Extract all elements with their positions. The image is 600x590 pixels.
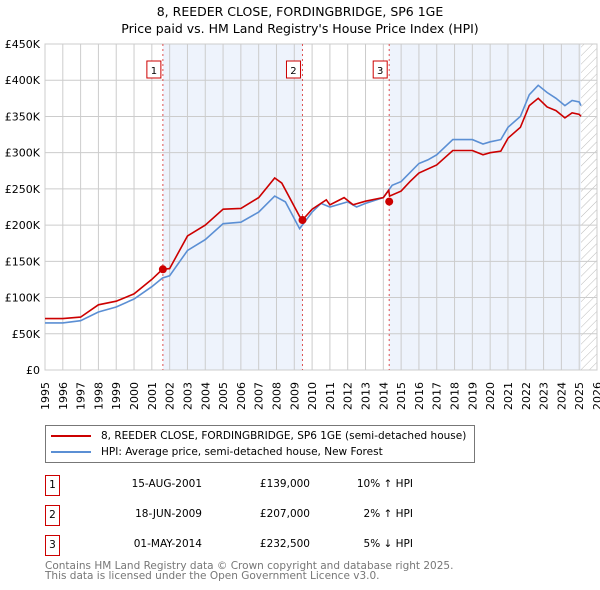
transaction-price: £207,000 xyxy=(259,508,310,520)
sale-point xyxy=(385,197,394,206)
x-tick-label: 2006 xyxy=(235,382,248,410)
y-tick-label: £400K xyxy=(5,74,41,87)
sale-point xyxy=(158,265,167,274)
legend-blue-swatch xyxy=(51,451,91,453)
x-tick-label: 2013 xyxy=(360,382,373,410)
sale-label: 2 xyxy=(290,66,296,77)
x-tick-label: 2009 xyxy=(288,382,301,410)
x-tick-label: 1996 xyxy=(57,382,70,410)
transaction-date: 01-MAY-2014 xyxy=(133,538,202,550)
x-tick-label: 2022 xyxy=(520,382,533,410)
sale-label: 1 xyxy=(151,66,157,77)
x-tick-label: 2010 xyxy=(306,382,319,410)
x-tick-label: 2011 xyxy=(324,382,337,410)
x-tick-label: 2023 xyxy=(538,382,551,410)
x-tick-label: 1999 xyxy=(110,382,123,410)
x-tick-label: 2026 xyxy=(591,382,600,410)
x-tick-label: 2019 xyxy=(466,382,479,410)
x-tick-label: 2016 xyxy=(413,382,426,410)
footer-licence: This data is licensed under the Open Gov… xyxy=(45,570,380,582)
transaction-price: £139,000 xyxy=(259,478,310,490)
legend-red-swatch xyxy=(51,435,91,437)
x-tick-label: 1998 xyxy=(92,382,105,410)
transaction-marker: 3 xyxy=(45,535,60,556)
x-tick-label: 2017 xyxy=(431,382,444,410)
plot-frame xyxy=(44,43,598,371)
legend-label-property: 8, REEDER CLOSE, FORDINGBRIDGE, SP6 1GE … xyxy=(101,430,467,442)
shaded-period-1 xyxy=(162,44,303,370)
x-tick-label: 1997 xyxy=(75,382,88,410)
y-tick-label: £250K xyxy=(5,183,41,196)
chart-subtitle: Price paid vs. HM Land Registry's House … xyxy=(121,21,479,36)
transaction-price: £232,500 xyxy=(259,538,310,550)
x-tick-label: 2012 xyxy=(342,382,355,410)
transaction-date: 18-JUN-2009 xyxy=(135,508,202,520)
x-tick-label: 2025 xyxy=(573,382,586,410)
x-tick-label: 2000 xyxy=(128,382,141,410)
chart-title: 8, REEDER CLOSE, FORDINGBRIDGE, SP6 1GE xyxy=(156,4,444,19)
transaction-row: 2 18-JUN-2009 £207,000 2% ↑ HPI xyxy=(45,505,465,526)
transaction-hpi: 5% ↓ HPI xyxy=(363,538,413,550)
x-tick-label: 2008 xyxy=(270,382,283,410)
price-chart: 1995 1996 1997 1998 1999 2000 2001 2002 2003 2004… xyxy=(5,38,600,410)
x-tick-label: 2004 xyxy=(199,382,212,410)
hpi-line xyxy=(45,84,582,324)
y-tick-label: £0 xyxy=(26,364,40,377)
x-tick-label: 2001 xyxy=(146,382,159,410)
transaction-marker: 2 xyxy=(45,505,60,526)
transaction-hpi: 10% ↑ HPI xyxy=(356,478,413,490)
y-tick-label: £450K xyxy=(5,38,41,51)
transaction-hpi: 2% ↑ HPI xyxy=(363,508,413,520)
x-tick-label: 2014 xyxy=(377,382,390,410)
sale-label: 3 xyxy=(377,66,383,77)
x-tick-label: 2024 xyxy=(555,382,568,410)
x-tick-label: 2020 xyxy=(484,382,497,410)
sale-point xyxy=(298,216,307,225)
y-tick-label: £200K xyxy=(5,219,41,232)
x-tick-label: 2018 xyxy=(449,382,462,410)
y-tick-label: £350K xyxy=(5,110,41,123)
sale-label-box xyxy=(146,60,162,79)
transaction-date: 15-AUG-2001 xyxy=(131,478,202,490)
legend-label-hpi: HPI: Average price, semi-detached house,… xyxy=(101,446,383,458)
shaded-period-2 xyxy=(389,44,581,370)
x-tick-label: 2021 xyxy=(502,382,515,410)
footer-copyright: Contains HM Land Registry data © Crown c… xyxy=(45,560,454,572)
x-tick-label: 2015 xyxy=(395,382,408,410)
sale-label-box xyxy=(285,60,301,79)
y-tick-label: £50K xyxy=(12,328,41,341)
x-tick-label: 2003 xyxy=(181,382,194,410)
x-tick-label: 2005 xyxy=(217,382,230,410)
sale-label-box xyxy=(372,60,388,79)
transaction-row: 1 15-AUG-2001 £139,000 10% ↑ HPI xyxy=(45,475,465,496)
x-tick-label: 2007 xyxy=(253,382,266,410)
legend: 8, REEDER CLOSE, FORDINGBRIDGE, SP6 1GE … xyxy=(45,425,475,463)
y-tick-label: £100K xyxy=(5,292,41,305)
future-hatch xyxy=(580,44,597,370)
x-tick-label: 1995 xyxy=(39,382,52,410)
y-tick-label: £150K xyxy=(5,255,41,268)
transaction-marker: 1 xyxy=(45,475,60,496)
x-tick-label: 2002 xyxy=(164,382,177,410)
y-tick-label: £300K xyxy=(5,147,41,160)
transaction-row: 3 01-MAY-2014 £232,500 5% ↓ HPI xyxy=(45,535,465,556)
